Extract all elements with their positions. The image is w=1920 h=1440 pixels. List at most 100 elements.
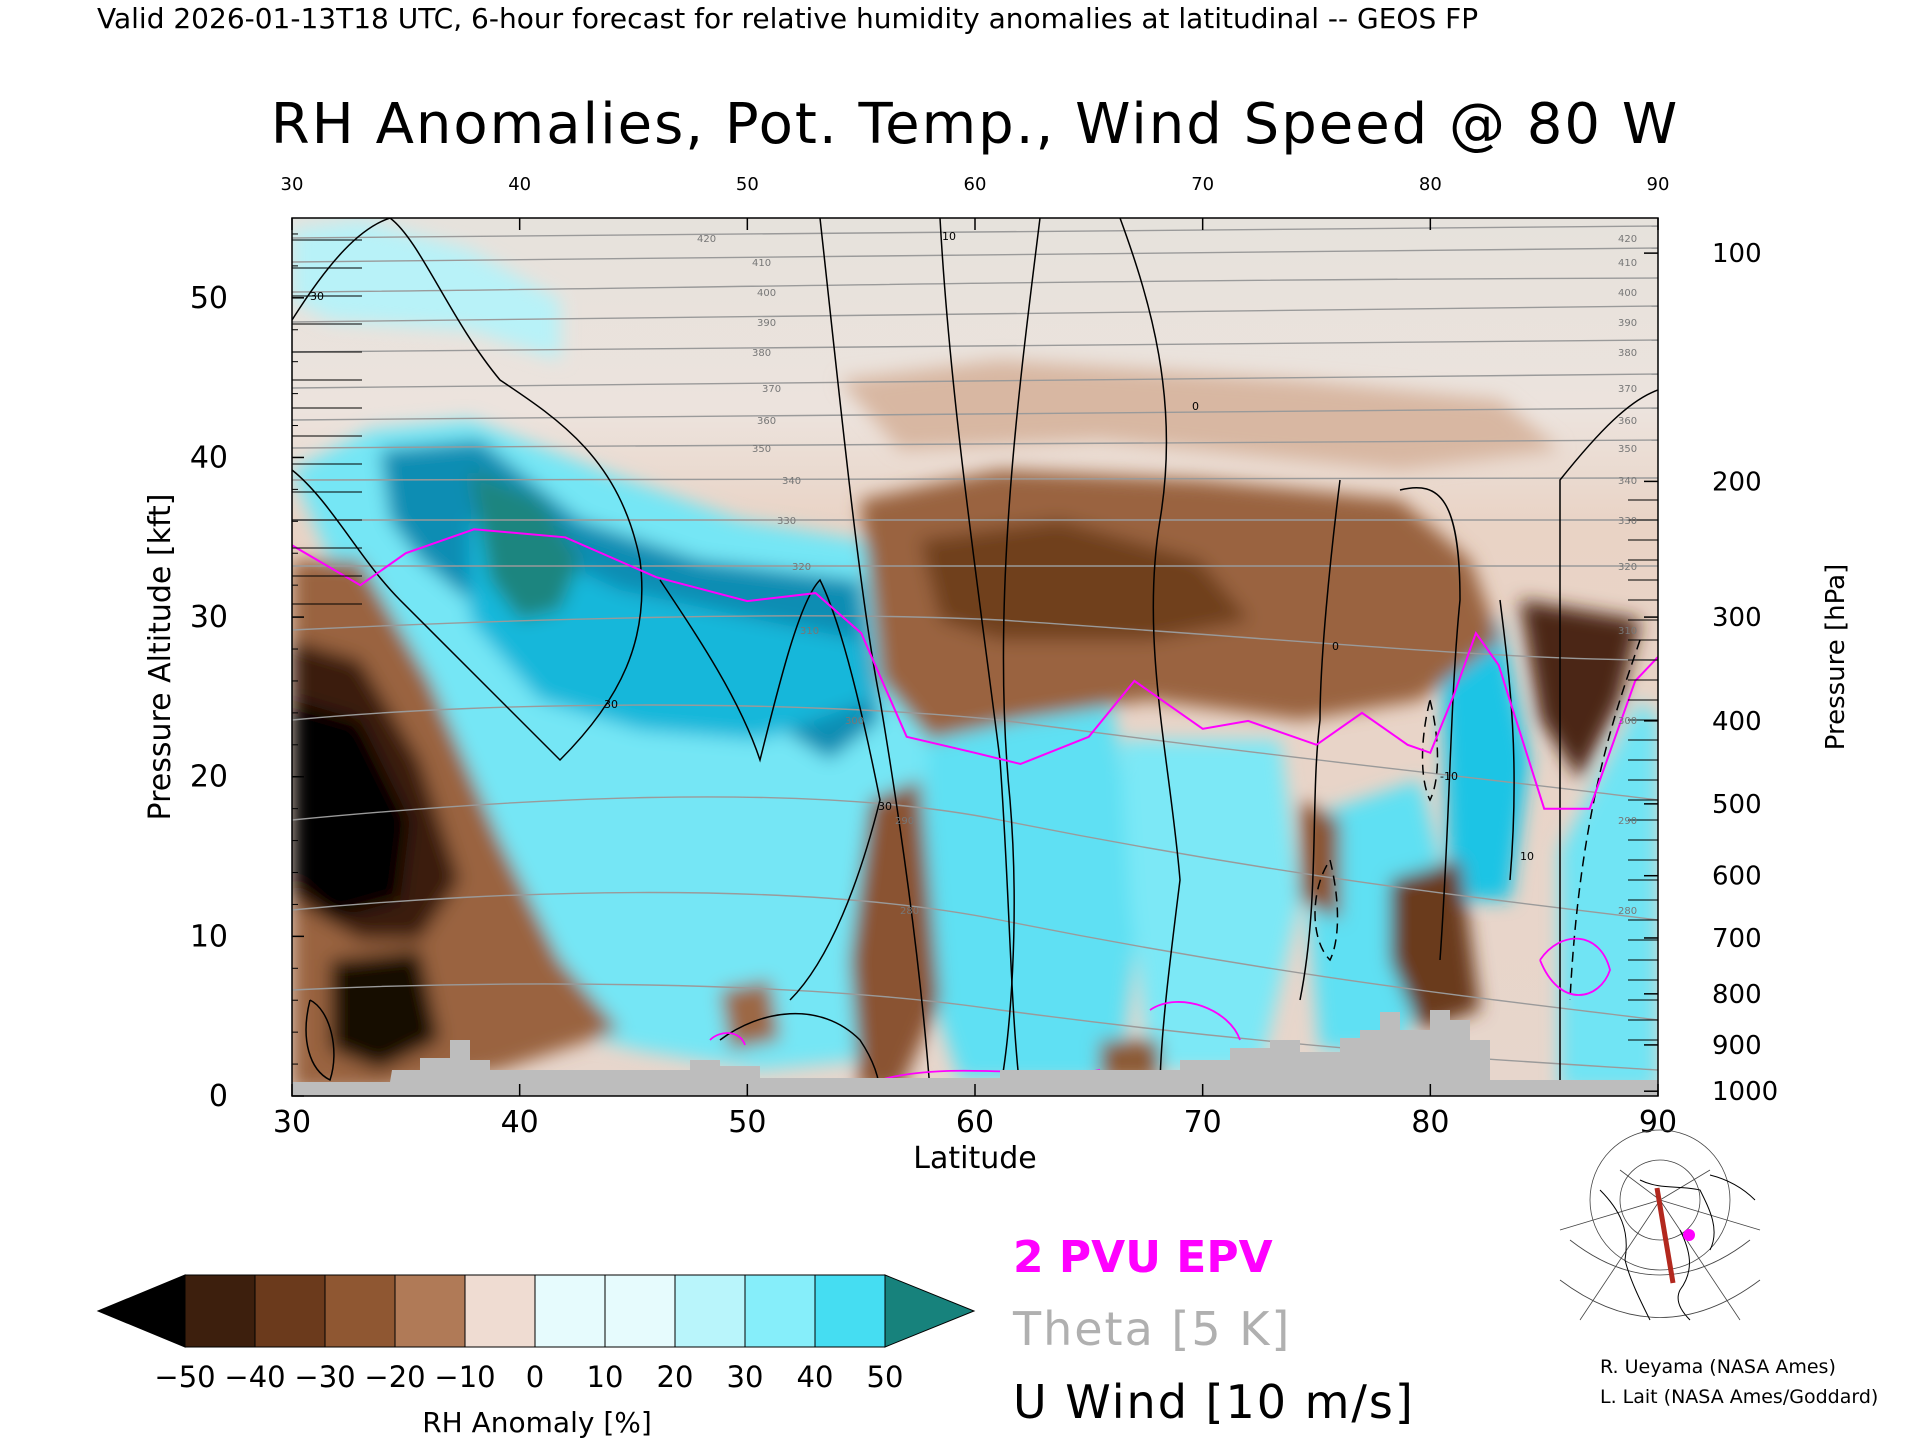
- colorbar-segment: [814, 1274, 886, 1348]
- colorbar-tick-label--20: −20: [364, 1360, 425, 1394]
- x-top-tick-label-30: 30: [281, 174, 304, 195]
- colorbar-segment: [744, 1274, 816, 1348]
- colorbar-tick-label-50: 50: [867, 1360, 904, 1394]
- y-tick-label-10: 10: [190, 919, 228, 954]
- theta-contour-290: [292, 796, 1658, 921]
- credit-line-1: R. Ueyama (NASA Ames): [1600, 1356, 1836, 1378]
- u-wind-label: 0: [1332, 640, 1339, 653]
- colorbar-tick-label-20: 20: [657, 1360, 694, 1394]
- inset-map-meridian-far-west: [1559, 1199, 1661, 1231]
- y-tick-label-40: 40: [190, 440, 228, 475]
- inset-map-meridian-north-west: [1619, 1169, 1661, 1201]
- theta-contour-280: [292, 891, 1658, 1021]
- x-tick-label-30: 30: [273, 1105, 311, 1140]
- x-axis-label: Latitude: [913, 1141, 1036, 1176]
- x-tick-label-80: 80: [1411, 1105, 1449, 1140]
- rh-field-brown-column-56n: [850, 780, 940, 1090]
- inset-map-meridian-far-east: [1659, 1199, 1761, 1231]
- theta-label-420: 420: [697, 234, 716, 245]
- theta-contour-340: [292, 477, 1658, 481]
- x-top-tick-label-40: 40: [508, 174, 531, 195]
- y-tick-label-50: 50: [190, 281, 228, 316]
- theta-label-right-330: 330: [1618, 516, 1637, 527]
- theta-label-right-280: 280: [1618, 906, 1637, 917]
- y-tick-label-20: 20: [190, 760, 228, 795]
- theta-label-360: 360: [757, 416, 776, 427]
- colorbar-tick-label-0: 0: [526, 1360, 544, 1394]
- chart-title: RH Anomalies, Pot. Temp., Wind Speed @ 8…: [271, 92, 1679, 157]
- y-axis-label: Pressure Altitude [kft]: [143, 494, 178, 821]
- rh-field-brown-low-east: [1390, 860, 1480, 1030]
- u-wind-contour-30-central: [659, 578, 881, 1001]
- u-wind-contour-negative-10-far-east: [1569, 639, 1641, 1001]
- u-wind-contour-10-far-east: [1499, 599, 1515, 881]
- y-tick-label-30: 30: [190, 600, 228, 635]
- u-wind-label: -10: [1440, 770, 1458, 783]
- epv-2pvu-line: [292, 528, 1658, 810]
- u-wind-label: 30: [604, 698, 618, 711]
- y-axis-right-label: Pressure [hPa]: [1821, 564, 1851, 751]
- pressure-tick-label-500: 500: [1712, 790, 1762, 820]
- colorbar-segment: [674, 1274, 746, 1348]
- x-axis-bottom: 30 40 50 60 70 80 90: [273, 1084, 1677, 1140]
- valid-line: Valid 2026-01-13T18 UTC, 6-hour forecast…: [97, 2, 1478, 35]
- theta-contour-310: [292, 615, 1658, 661]
- location-marker: [1683, 1229, 1695, 1241]
- colorbar-tick-label--10: −10: [434, 1360, 495, 1394]
- u-wind-label: 0: [1192, 400, 1199, 413]
- epv-2pvu-contour-lower-far-east: [1539, 937, 1611, 996]
- legend-theta: Theta [5 K]: [1012, 1302, 1291, 1356]
- inset-map-latitude-circle-inner: [1619, 1159, 1701, 1241]
- rh-field-cyan-east-middle: [1120, 740, 1300, 1070]
- colorbar-segment: [254, 1274, 326, 1348]
- colorbar-segment: [604, 1274, 676, 1348]
- epv-2pvu-contour-near-surface-east: [1149, 1001, 1241, 1041]
- colorbar-min-triangle: [96, 1274, 186, 1348]
- theta-label-right-350: 350: [1618, 444, 1637, 455]
- colorbar-segment: [184, 1274, 256, 1348]
- u-wind-contour-30-west: [292, 218, 643, 762]
- inset-map-graticule: [1559, 1129, 1761, 1321]
- pressure-tick-label-100: 100: [1712, 239, 1762, 269]
- x-top-tick-label-80: 80: [1419, 174, 1442, 195]
- u-wind-label: 10: [942, 230, 956, 243]
- colorbar-segment-neg10-0: [464, 1274, 536, 1348]
- theta-label-right-410: 410: [1618, 258, 1637, 269]
- theta-label-400: 400: [757, 288, 776, 299]
- inset-map-meridian-west: [1579, 1199, 1661, 1321]
- colorbar: −50 −40 −30 −20 −10 0 10 20 30 40 50: [96, 1274, 976, 1394]
- theta-labels: 420 420 410 410 400 400 390 390 380 380 370 370 360 3…: [310, 230, 1637, 917]
- u-wind-label: 10: [1520, 850, 1534, 863]
- theta-label-350: 350: [752, 444, 771, 455]
- rh-field-black-near-surface: [330, 950, 440, 1070]
- inset-map-latitude-circle-outer: [1589, 1129, 1731, 1271]
- theta-label-410: 410: [752, 258, 771, 269]
- theta-label-right-290: 290: [1618, 816, 1637, 827]
- u-wind-label: 30: [878, 800, 892, 813]
- u-wind-contour-negative-10-lower-east: [1314, 859, 1339, 962]
- colorbar-tick-label-40: 40: [797, 1360, 834, 1394]
- theta-label-330: 330: [777, 516, 796, 527]
- theta-label-right-420: 420: [1618, 234, 1637, 245]
- x-tick-label-60: 60: [956, 1105, 994, 1140]
- pressure-tick-label-900: 900: [1712, 1031, 1762, 1061]
- u-wind-contour-0-middle-east: [1299, 479, 1341, 1001]
- theta-label-right-320: 320: [1618, 562, 1637, 573]
- legend-epv: 2 PVU EPV: [1013, 1232, 1273, 1283]
- rh-field-brown-upper-core: [920, 520, 1250, 640]
- theta-label-right-380: 380: [1618, 348, 1637, 359]
- pressure-tick-label-300: 300: [1712, 603, 1762, 633]
- legend-u-wind: U Wind [10 m/s]: [1013, 1375, 1415, 1429]
- inset-map-meridian-east: [1659, 1199, 1741, 1321]
- colorbar-tick-label--50: −50: [154, 1360, 215, 1394]
- theta-label-right-390: 390: [1618, 318, 1637, 329]
- theta-label-310: 310: [800, 626, 819, 637]
- theta-contour-300: [292, 704, 1658, 801]
- colorbar-label: RH Anomaly [%]: [422, 1406, 652, 1439]
- y-tick-label-0: 0: [209, 1079, 228, 1114]
- theta-label-370: 370: [762, 384, 781, 395]
- credit-line-2: L. Lait (NASA Ames/Goddard): [1600, 1386, 1878, 1408]
- pressure-tick-label-600: 600: [1712, 862, 1762, 892]
- inset-map-meridian-north-east: [1659, 1169, 1711, 1201]
- theta-label-right-400: 400: [1618, 288, 1637, 299]
